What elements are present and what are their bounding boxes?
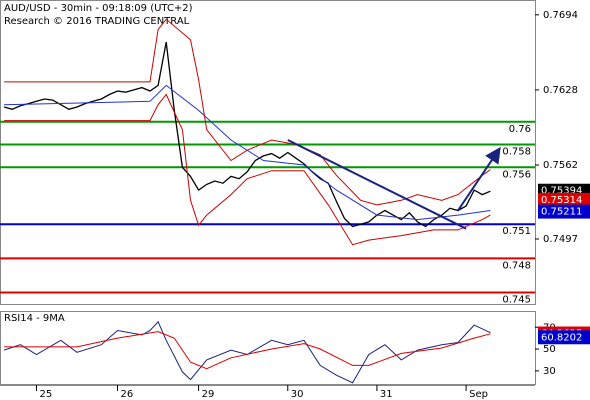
x-tick-label: 30 bbox=[291, 389, 304, 400]
value-tag bbox=[538, 204, 590, 219]
y-tick-label: 50 bbox=[543, 344, 556, 355]
value-tag-label: 0.75211 bbox=[541, 207, 582, 218]
series-line bbox=[3, 320, 491, 384]
series-line bbox=[3, 41, 491, 228]
level-label: 0.745 bbox=[502, 294, 531, 305]
y-tick-label: 0.7497 bbox=[543, 234, 578, 245]
value-tag-label: 0.75394 bbox=[541, 186, 582, 197]
x-tick-label: 25 bbox=[39, 389, 52, 400]
level-label: 0.748 bbox=[502, 260, 531, 271]
y-tick-label: 0.7628 bbox=[543, 85, 578, 96]
series-line bbox=[4, 18, 491, 206]
x-tick-label: 29 bbox=[202, 389, 215, 400]
series-line bbox=[4, 331, 491, 370]
value-tag bbox=[538, 192, 590, 207]
price-frame bbox=[0, 0, 536, 305]
x-tick-label: 31 bbox=[380, 389, 393, 400]
trendline bbox=[287, 139, 467, 230]
level-label: 0.76 bbox=[509, 124, 531, 135]
trendline bbox=[457, 146, 501, 212]
y-tick-label: 0.7694 bbox=[543, 10, 578, 21]
level-label: 0.756 bbox=[502, 169, 531, 180]
y-tick-label: 0.7562 bbox=[543, 160, 578, 171]
level-label: 0.758 bbox=[502, 147, 531, 158]
chart-title: AUD/USD - 30min - 09:18:09 (UTC+2) bbox=[4, 3, 193, 14]
x-tick-label: Sep bbox=[469, 389, 488, 400]
value-tag bbox=[538, 330, 590, 345]
value-tag-label: 0.75314 bbox=[541, 195, 582, 206]
chart-subtitle: Research © 2016 TRADING CENTRAL bbox=[4, 16, 190, 27]
value-tag-label: 60.8202 bbox=[541, 332, 582, 343]
x-tick-label: 26 bbox=[121, 389, 134, 400]
series-line bbox=[4, 84, 491, 221]
y-tick-label: 30 bbox=[543, 366, 556, 377]
rsi-frame bbox=[0, 311, 536, 385]
level-label: 0.751 bbox=[502, 226, 531, 237]
rsi-title: RSI14 - 9MA bbox=[4, 313, 65, 324]
series-line bbox=[4, 93, 491, 246]
